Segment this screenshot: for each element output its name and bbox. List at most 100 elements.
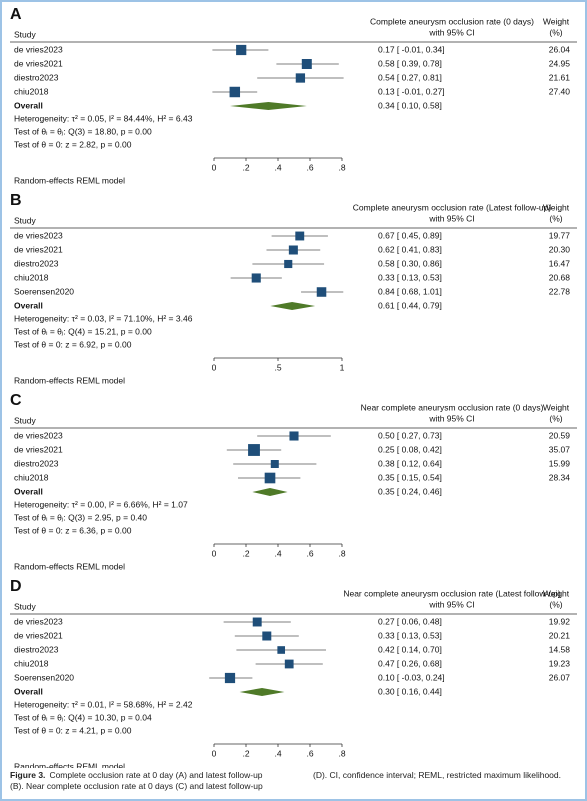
stat-line: Test of θ = 0: z = 6.92, p = 0.00: [14, 339, 132, 349]
weight-header: Weight: [543, 202, 570, 212]
study-header: Study: [14, 29, 36, 39]
effect-value: 0.10 [ -0.03, 0.24]: [378, 672, 445, 682]
caption: Figure 3. Complete occlusion rate at 0 da…: [10, 770, 576, 792]
effect-header: Near complete aneurysm occlusion rate (0…: [361, 402, 544, 412]
model-note: Random-effects REML model: [14, 175, 125, 185]
effect-marker: [289, 431, 299, 441]
effect-value: 0.58 [ 0.30, 0.86]: [378, 258, 442, 268]
x-tick-label: .6: [306, 162, 313, 172]
overall-diamond: [252, 488, 288, 496]
overall-label: Overall: [14, 100, 43, 110]
overall-value: 0.61 [ 0.44, 0.79]: [378, 300, 442, 310]
caption-text: Complete occlusion rate at 0 day (A) and…: [10, 770, 561, 791]
study-name: de vries2021: [14, 244, 63, 254]
model-note: Random-effects REML model: [14, 761, 125, 768]
weight-header: Weight: [543, 402, 570, 412]
weight-header: (%): [549, 27, 562, 37]
weight-header: Weight: [543, 588, 570, 598]
weight-header: (%): [549, 213, 562, 223]
x-tick-label: .4: [274, 548, 281, 558]
weight-header: (%): [549, 599, 562, 609]
effect-value: 0.42 [ 0.14, 0.70]: [378, 644, 442, 654]
study-name: de vries2023: [14, 230, 63, 240]
effect-value: 0.58 [ 0.39, 0.78]: [378, 58, 442, 68]
effect-value: 0.33 [ 0.13, 0.53]: [378, 272, 442, 282]
x-tick-label: .6: [306, 748, 313, 758]
effect-marker: [295, 73, 306, 83]
stat-line: Heterogeneity: τ² = 0.03, I² = 71.10%, H…: [14, 313, 193, 323]
effect-value: 0.38 [ 0.12, 0.64]: [378, 458, 442, 468]
study-name: chiu2018: [14, 272, 49, 282]
panel-label: B: [10, 192, 22, 209]
effect-marker: [224, 672, 236, 684]
study-header: Study: [14, 215, 36, 225]
effect-marker: [295, 231, 305, 241]
overall-label: Overall: [14, 686, 43, 696]
study-name: chiu2018: [14, 86, 49, 96]
stat-line: Test of θᵢ = θⱼ: Q(3) = 18.80, p = 0.00: [14, 126, 152, 136]
effect-marker: [277, 646, 286, 654]
overall-diamond: [270, 302, 316, 310]
overall-label: Overall: [14, 300, 43, 310]
x-tick-label: .5: [274, 362, 281, 372]
study-header: Study: [14, 601, 36, 611]
stat-line: Test of θ = 0: z = 6.36, p = 0.00: [14, 525, 132, 535]
effect-value: 0.54 [ 0.27, 0.81]: [378, 72, 442, 82]
weight-value: 20.21: [549, 630, 571, 640]
weight-value: 24.95: [549, 58, 571, 68]
weight-value: 19.23: [549, 658, 571, 668]
effect-marker: [301, 59, 312, 69]
x-tick-label: .2: [242, 162, 249, 172]
effect-value: 0.33 [ 0.13, 0.53]: [378, 630, 442, 640]
study-name: Soerensen2020: [14, 286, 74, 296]
study-name: diestro2023: [14, 644, 59, 654]
study-name: Soerensen2020: [14, 672, 74, 682]
effect-header: with 95% CI: [428, 599, 474, 609]
overall-diamond: [230, 102, 307, 110]
overall-value: 0.35 [ 0.24, 0.46]: [378, 486, 442, 496]
stat-line: Test of θᵢ = θⱼ: Q(3) = 2.95, p = 0.40: [14, 512, 147, 522]
weight-value: 26.07: [549, 672, 571, 682]
weight-value: 21.61: [549, 72, 571, 82]
stat-line: Heterogeneity: τ² = 0.01, I² = 58.68%, H…: [14, 699, 193, 709]
effect-value: 0.67 [ 0.45, 0.89]: [378, 230, 442, 240]
study-name: de vries2023: [14, 430, 63, 440]
effect-marker: [288, 245, 298, 255]
stat-line: Heterogeneity: τ² = 0.05, I² = 84.44%, H…: [14, 113, 193, 123]
forest-panel: A Complete aneurysm occlusion rate (0 day…: [10, 6, 577, 185]
study-name: diestro2023: [14, 72, 59, 82]
effect-marker: [284, 659, 294, 669]
effect-value: 0.84 [ 0.68, 1.01]: [378, 286, 442, 296]
x-tick-label: .4: [274, 162, 281, 172]
effect-marker: [316, 287, 327, 297]
weight-value: 27.40: [549, 86, 571, 96]
effect-header: Near complete aneurysm occlusion rate (L…: [343, 588, 560, 598]
stat-line: Test of θᵢ = θⱼ: Q(4) = 10.30, p = 0.04: [14, 712, 152, 722]
weight-header: Weight: [543, 16, 570, 26]
study-name: de vries2021: [14, 444, 63, 454]
x-tick-label: 0: [212, 548, 217, 558]
study-name: diestro2023: [14, 258, 59, 268]
overall-label: Overall: [14, 486, 43, 496]
caption-label: Figure 3.: [10, 770, 46, 780]
overall-value: 0.34 [ 0.10, 0.58]: [378, 100, 442, 110]
figure: A Complete aneurysm occlusion rate (0 day…: [10, 6, 577, 771]
effect-marker: [229, 86, 241, 98]
x-tick-label: .6: [306, 548, 313, 558]
model-note: Random-effects REML model: [14, 561, 125, 571]
weight-value: 28.34: [549, 472, 571, 482]
study-name: de vries2023: [14, 44, 63, 54]
effect-value: 0.27 [ 0.06, 0.48]: [378, 616, 442, 626]
x-tick-label: .2: [242, 748, 249, 758]
x-tick-label: 0: [212, 362, 217, 372]
forest-panel: D Near complete aneurysm occlusion rate (…: [10, 578, 577, 771]
forest-panel: C Near complete aneurysm occlusion rate (…: [10, 392, 577, 571]
effect-marker: [284, 259, 293, 269]
effect-header: with 95% CI: [428, 213, 474, 223]
weight-value: 35.07: [549, 444, 571, 454]
panel-label: A: [10, 6, 22, 23]
stat-line: Test of θ = 0: z = 2.82, p = 0.00: [14, 139, 132, 149]
weight-value: 14.58: [549, 644, 571, 654]
weight-value: 19.92: [549, 616, 571, 626]
x-tick-label: 0: [212, 748, 217, 758]
